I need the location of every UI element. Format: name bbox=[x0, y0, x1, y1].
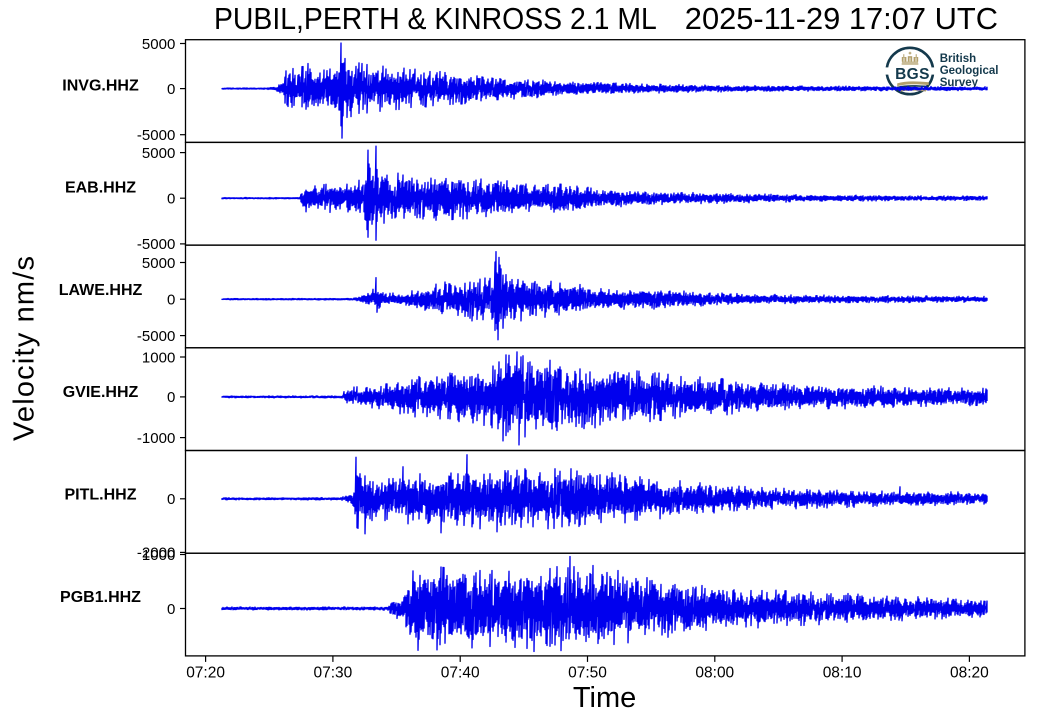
svg-text:-5000: -5000 bbox=[137, 127, 175, 144]
svg-text:5000: 5000 bbox=[142, 255, 175, 272]
svg-text:BGS: BGS bbox=[895, 66, 930, 83]
svg-text:5000: 5000 bbox=[142, 145, 175, 162]
svg-text:08:20: 08:20 bbox=[950, 664, 989, 681]
svg-text:0: 0 bbox=[167, 601, 175, 618]
svg-text:1000: 1000 bbox=[142, 547, 175, 564]
svg-text:07:20: 07:20 bbox=[186, 664, 225, 681]
svg-text:07:30: 07:30 bbox=[314, 664, 353, 681]
svg-text:PGB1.HHZ: PGB1.HHZ bbox=[60, 589, 141, 606]
svg-text:Time: Time bbox=[573, 682, 636, 714]
svg-text:LAWE.HHZ: LAWE.HHZ bbox=[59, 282, 143, 299]
svg-text:-2000: -2000 bbox=[137, 545, 175, 562]
svg-text:EAB.HHZ: EAB.HHZ bbox=[65, 180, 136, 197]
svg-text:0: 0 bbox=[167, 491, 175, 508]
svg-text:Velocity nm/s: Velocity nm/s bbox=[9, 256, 41, 441]
svg-text:Geological: Geological bbox=[940, 65, 999, 77]
svg-text:2025-11-29 17:07 UTC: 2025-11-29 17:07 UTC bbox=[685, 1, 998, 36]
svg-text:-1000: -1000 bbox=[137, 430, 175, 447]
svg-text:-5000: -5000 bbox=[137, 328, 175, 345]
svg-text:PUBIL,PERTH & KINROSS 2.1 ML: PUBIL,PERTH & KINROSS 2.1 ML bbox=[214, 1, 657, 36]
svg-text:0: 0 bbox=[167, 389, 175, 406]
svg-text:-5000: -5000 bbox=[137, 236, 175, 253]
svg-text:08:00: 08:00 bbox=[695, 664, 734, 681]
svg-text:07:40: 07:40 bbox=[441, 664, 480, 681]
svg-text:5000: 5000 bbox=[142, 36, 175, 53]
svg-text:0: 0 bbox=[167, 191, 175, 208]
svg-text:1000: 1000 bbox=[142, 349, 175, 366]
svg-text:0: 0 bbox=[167, 292, 175, 309]
svg-text:PITL.HHZ: PITL.HHZ bbox=[65, 487, 137, 504]
svg-text:08:10: 08:10 bbox=[823, 664, 862, 681]
svg-text:Survey: Survey bbox=[940, 77, 979, 89]
svg-text:GVIE.HHZ: GVIE.HHZ bbox=[63, 384, 139, 401]
svg-text:INVG.HHZ: INVG.HHZ bbox=[62, 77, 139, 94]
svg-text:07:50: 07:50 bbox=[568, 664, 607, 681]
svg-text:British: British bbox=[940, 53, 976, 65]
svg-text:0: 0 bbox=[167, 81, 175, 98]
